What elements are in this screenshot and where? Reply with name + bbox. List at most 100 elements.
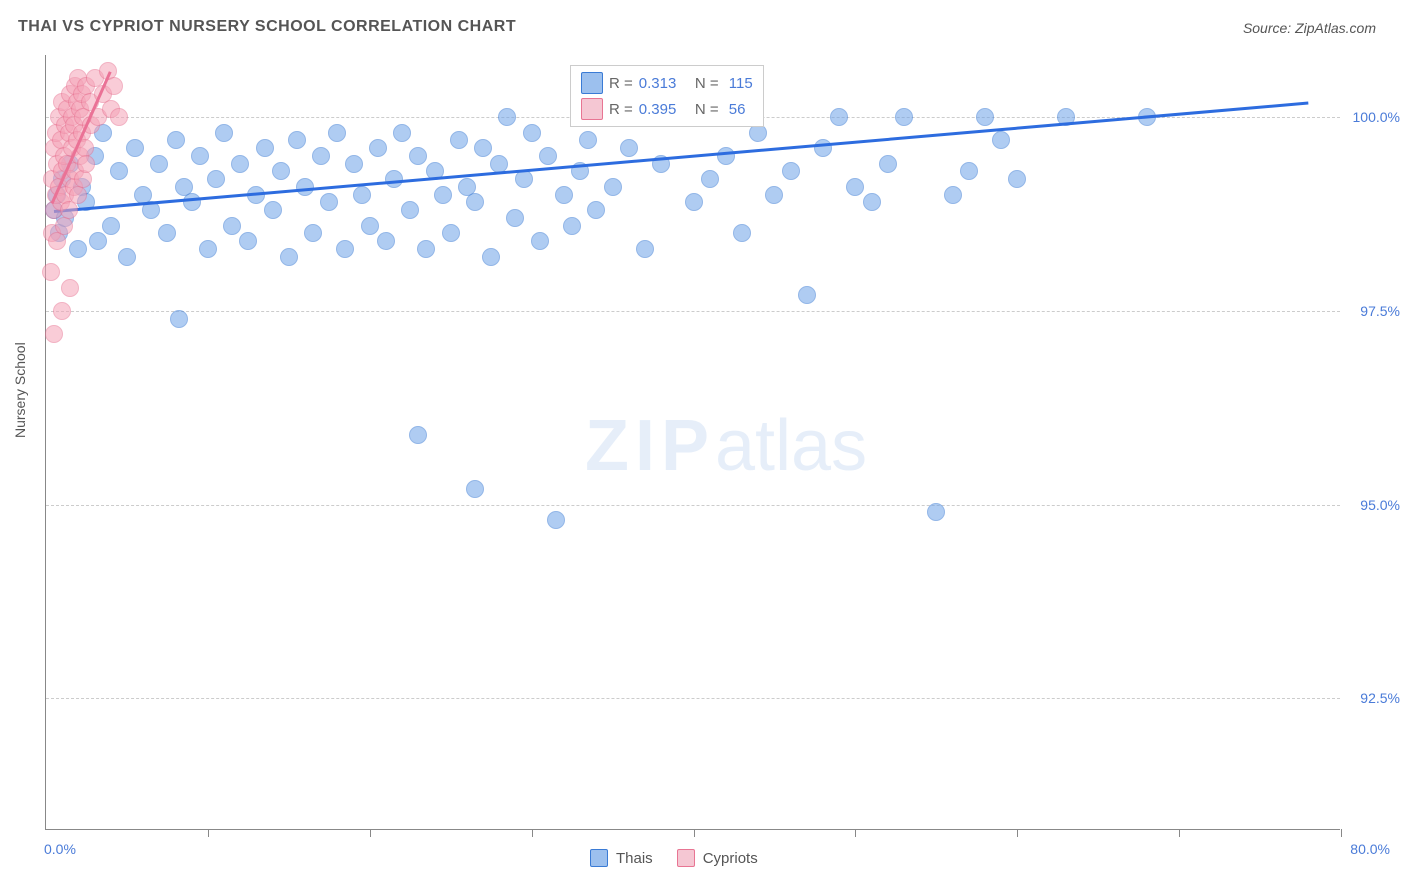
scatter-point: [976, 108, 994, 126]
scatter-point: [401, 201, 419, 219]
legend-r-value: 0.395: [639, 101, 677, 118]
scatter-point: [328, 124, 346, 142]
y-tick-label: 97.5%: [1360, 303, 1400, 319]
scatter-point: [256, 139, 274, 157]
scatter-point: [685, 193, 703, 211]
scatter-point: [55, 217, 73, 235]
watermark: ZIPatlas: [585, 405, 867, 487]
x-tick: [208, 829, 209, 837]
scatter-point: [895, 108, 913, 126]
scatter-point: [126, 139, 144, 157]
y-tick-label: 100.0%: [1353, 109, 1400, 125]
scatter-point: [53, 302, 71, 320]
scatter-point: [798, 286, 816, 304]
scatter-point: [304, 224, 322, 242]
scatter-point: [717, 147, 735, 165]
scatter-point: [555, 186, 573, 204]
scatter-point: [110, 108, 128, 126]
scatter-point: [69, 186, 87, 204]
scatter-point: [701, 170, 719, 188]
scatter-point: [1008, 170, 1026, 188]
scatter-point: [636, 240, 654, 258]
scatter-point: [992, 131, 1010, 149]
y-axis-label: Nursery School: [12, 342, 28, 438]
scatter-point: [61, 279, 79, 297]
scatter-point: [733, 224, 751, 242]
scatter-point: [345, 155, 363, 173]
chart-title: THAI VS CYPRIOT NURSERY SCHOOL CORRELATI…: [18, 18, 516, 36]
legend-r-label: R =: [609, 101, 633, 118]
x-tick: [1179, 829, 1180, 837]
watermark-rest: atlas: [715, 406, 867, 486]
series-legend: ThaisCypriots: [590, 849, 758, 867]
y-tick-label: 92.5%: [1360, 690, 1400, 706]
scatter-point: [264, 201, 282, 219]
legend-r-value: 0.313: [639, 75, 677, 92]
scatter-point: [102, 217, 120, 235]
scatter-point: [563, 217, 581, 235]
legend-row: R = 0.313 N = 115: [581, 70, 753, 96]
y-tick-label: 95.0%: [1360, 497, 1400, 513]
scatter-point: [587, 201, 605, 219]
x-max-label: 80.0%: [1350, 841, 1390, 857]
scatter-point: [239, 232, 257, 250]
watermark-zip: ZIP: [585, 406, 715, 486]
scatter-point: [466, 193, 484, 211]
x-tick: [855, 829, 856, 837]
gridline: [46, 311, 1340, 312]
scatter-point: [60, 201, 78, 219]
scatter-point: [353, 186, 371, 204]
scatter-point: [74, 170, 92, 188]
scatter-point: [215, 124, 233, 142]
scatter-point: [336, 240, 354, 258]
legend-n-label: N =: [682, 101, 722, 118]
scatter-point: [361, 217, 379, 235]
scatter-point: [450, 131, 468, 149]
scatter-point: [42, 263, 60, 281]
scatter-point: [183, 193, 201, 211]
scatter-point: [814, 139, 832, 157]
scatter-point: [579, 131, 597, 149]
x-tick: [694, 829, 695, 837]
x-tick: [1341, 829, 1342, 837]
scatter-point: [531, 232, 549, 250]
scatter-point: [466, 480, 484, 498]
correlation-legend: R = 0.313 N = 115 R = 0.395 N = 56: [570, 65, 764, 127]
scatter-point: [474, 139, 492, 157]
legend-swatch: [581, 98, 603, 120]
scatter-point: [377, 232, 395, 250]
scatter-point: [547, 511, 565, 529]
legend-n-value: 56: [729, 101, 746, 118]
x-tick: [532, 829, 533, 837]
legend-n-value: 115: [729, 75, 753, 92]
scatter-point: [506, 209, 524, 227]
gridline: [46, 505, 1340, 506]
scatter-point: [620, 139, 638, 157]
scatter-point: [199, 240, 217, 258]
scatter-point: [944, 186, 962, 204]
scatter-point: [170, 310, 188, 328]
scatter-point: [158, 224, 176, 242]
x-min-label: 0.0%: [44, 841, 76, 857]
scatter-point: [393, 124, 411, 142]
scatter-point: [167, 131, 185, 149]
scatter-point: [960, 162, 978, 180]
scatter-point: [879, 155, 897, 173]
x-tick: [370, 829, 371, 837]
legend-label: Cypriots: [703, 850, 758, 867]
scatter-point: [272, 162, 290, 180]
scatter-point: [523, 124, 541, 142]
scatter-point: [409, 147, 427, 165]
scatter-point: [48, 232, 66, 250]
scatter-point: [118, 248, 136, 266]
scatter-point: [846, 178, 864, 196]
scatter-point: [110, 162, 128, 180]
scatter-point: [69, 240, 87, 258]
scatter-point: [409, 426, 427, 444]
scatter-point: [782, 162, 800, 180]
scatter-point: [830, 108, 848, 126]
legend-n-label: N =: [682, 75, 722, 92]
scatter-point: [288, 131, 306, 149]
legend-swatch: [590, 849, 608, 867]
scatter-point: [417, 240, 435, 258]
